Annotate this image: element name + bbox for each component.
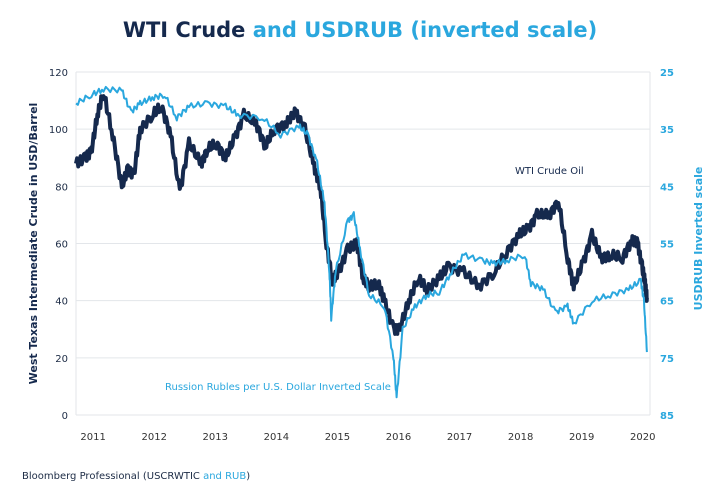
- y2-tick-label: 45: [660, 182, 674, 193]
- annotation-wti: WTI Crude Oil: [515, 166, 584, 177]
- y-tick-label: 120: [49, 68, 68, 79]
- series-line-wti: [74, 94, 649, 336]
- y2-tick-label: 75: [660, 354, 674, 365]
- x-tick-label: 2013: [203, 432, 228, 443]
- y2-tick-label: 25: [660, 68, 674, 79]
- y2-tick-label: 85: [660, 411, 674, 422]
- x-tick-label: 2011: [80, 432, 105, 443]
- title-rub: and USDRUB (inverted scale): [252, 18, 598, 42]
- x-tick-label: 2015: [325, 432, 350, 443]
- source-close: ): [246, 471, 251, 482]
- series-line-usdrub: [75, 85, 648, 399]
- y-tick-label: 20: [55, 354, 68, 365]
- x-tick-label: 2017: [447, 432, 472, 443]
- source-text-blue: and RUB: [203, 471, 247, 482]
- y-axis-label: West Texas Intermediate Crude in USD/Bar…: [27, 103, 40, 385]
- y2-tick-label: 55: [660, 240, 674, 251]
- x-tick-label: 2019: [569, 432, 594, 443]
- x-tick-label: 2020: [630, 432, 655, 443]
- source-text: Bloomberg Professional (USCRWTIC: [22, 471, 200, 482]
- y2-tick-label: 65: [660, 297, 674, 308]
- y-tick-label: 40: [55, 297, 68, 308]
- source-note: Bloomberg Professional (USCRWTIC and RUB…: [22, 471, 250, 482]
- x-tick-label: 2014: [264, 432, 289, 443]
- y-tick-label: 60: [55, 240, 68, 251]
- x-tick-label: 2018: [508, 432, 533, 443]
- chart-title: WTI Crude and USDRUB (inverted scale): [0, 18, 720, 42]
- y-tick-label: 0: [62, 411, 68, 422]
- title-wti: WTI Crude: [122, 18, 246, 42]
- x-tick-label: 2012: [141, 432, 166, 443]
- y-tick-label: 80: [55, 182, 68, 193]
- annotation-rub: Russion Rubles per U.S. Dollar Inverted …: [165, 382, 391, 393]
- y2-axis-label: USDRUB Inverted scale: [692, 167, 705, 311]
- x-tick-label: 2016: [386, 432, 411, 443]
- y-tick-label: 100: [49, 125, 68, 136]
- y2-tick-label: 35: [660, 125, 674, 136]
